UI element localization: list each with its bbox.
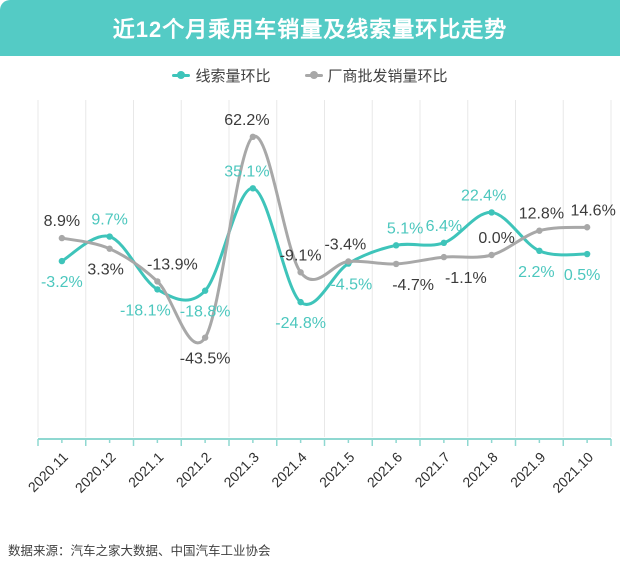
data-point-0-8[interactable] <box>440 239 448 247</box>
data-label-1-10: 12.8% <box>519 206 564 223</box>
legend-item-wholesale[interactable]: 厂商批发销量环比 <box>304 65 448 86</box>
x-axis-label: 2021.7 <box>411 449 453 491</box>
x-axis-label: 2021.4 <box>268 449 310 491</box>
data-label-1-8: -1.1% <box>445 270 487 287</box>
x-axis-label: 2021.2 <box>173 449 215 491</box>
data-point-0-1[interactable] <box>106 233 113 240</box>
x-axis-label: 2021.10 <box>549 449 596 496</box>
data-point-0-9[interactable] <box>488 209 495 216</box>
legend-line-dot-icon <box>304 71 323 79</box>
data-point-0-4[interactable] <box>249 185 257 192</box>
data-label-1-9: 0.0% <box>478 230 514 247</box>
chart-legend: 线索量环比 厂商批发销量环比 <box>0 60 620 90</box>
data-label-1-5: -9.1% <box>280 247 322 264</box>
data-label-1-7: -4.7% <box>392 277 434 294</box>
legend-item-leads[interactable]: 线索量环比 <box>172 65 271 86</box>
data-point-1-1[interactable] <box>106 245 113 252</box>
data-point-1-2[interactable] <box>154 278 161 285</box>
data-label-0-6: -4.5% <box>330 277 372 294</box>
x-axis-label: 2020.11 <box>25 449 72 496</box>
data-label-0-10: 2.2% <box>518 264 554 281</box>
legend-label: 线索量环比 <box>195 67 271 85</box>
data-point-1-6[interactable] <box>345 258 352 265</box>
x-axis-label: 2020.12 <box>72 449 119 496</box>
data-point-1-4[interactable] <box>249 133 257 141</box>
data-point-1-10[interactable] <box>536 227 543 234</box>
data-label-0-7: 5.1% <box>387 220 423 237</box>
data-point-1-11[interactable] <box>583 224 591 231</box>
data-point-1-3[interactable] <box>201 334 209 341</box>
data-label-0-8: 6.4% <box>426 218 462 235</box>
data-label-0-2: -18.1% <box>120 302 171 319</box>
legend-label: 厂商批发销量环比 <box>327 67 448 85</box>
data-source-note: 数据来源：汽车之家大数据、中国汽车工业协会 <box>8 544 271 558</box>
x-axis-label: 2021.8 <box>459 449 501 491</box>
x-axis-label: 2021.5 <box>316 449 358 491</box>
data-point-0-11[interactable] <box>583 250 591 258</box>
x-axis-label: 2021.3 <box>220 449 262 491</box>
data-label-1-2: -13.9% <box>147 256 198 273</box>
page-title: 近12个月乘用车销量及线索量环比走势 <box>112 17 508 42</box>
data-label-1-11: 14.6% <box>570 202 615 219</box>
title-banner: 近12个月乘用车销量及线索量环比走势 <box>0 0 620 56</box>
data-point-0-3[interactable] <box>201 287 209 294</box>
data-label-0-9: 22.4% <box>461 187 506 204</box>
data-point-1-7[interactable] <box>392 260 400 268</box>
x-axis-label: 2021.1 <box>125 449 167 491</box>
x-axis-label: 2021.9 <box>507 449 549 491</box>
data-point-0-2[interactable] <box>154 286 161 293</box>
data-point-1-5[interactable] <box>297 269 304 276</box>
data-label-0-11: 0.5% <box>564 267 600 284</box>
data-label-1-1: 3.3% <box>87 262 123 279</box>
data-label-0-4: 35.1% <box>224 163 269 180</box>
data-label-1-6: -3.4% <box>324 236 366 253</box>
data-label-0-3: -18.8% <box>180 304 231 321</box>
legend-line-dot-icon <box>172 71 191 79</box>
data-point-0-0[interactable] <box>58 257 66 265</box>
data-point-0-10[interactable] <box>536 247 543 255</box>
data-label-1-4: 62.2% <box>224 112 269 129</box>
data-label-0-5: -24.8% <box>275 315 326 332</box>
x-axis-label: 2021.6 <box>364 449 406 491</box>
data-point-1-8[interactable] <box>440 253 448 261</box>
data-point-0-7[interactable] <box>392 242 400 249</box>
data-label-1-0: 8.9% <box>44 213 80 230</box>
data-label-1-3: -43.5% <box>180 351 231 368</box>
data-label-0-1: 9.7% <box>91 212 127 229</box>
data-point-1-0[interactable] <box>58 234 66 242</box>
data-label-0-0: -3.2% <box>41 274 83 291</box>
data-point-0-5[interactable] <box>297 298 304 306</box>
data-point-1-9[interactable] <box>488 251 495 259</box>
